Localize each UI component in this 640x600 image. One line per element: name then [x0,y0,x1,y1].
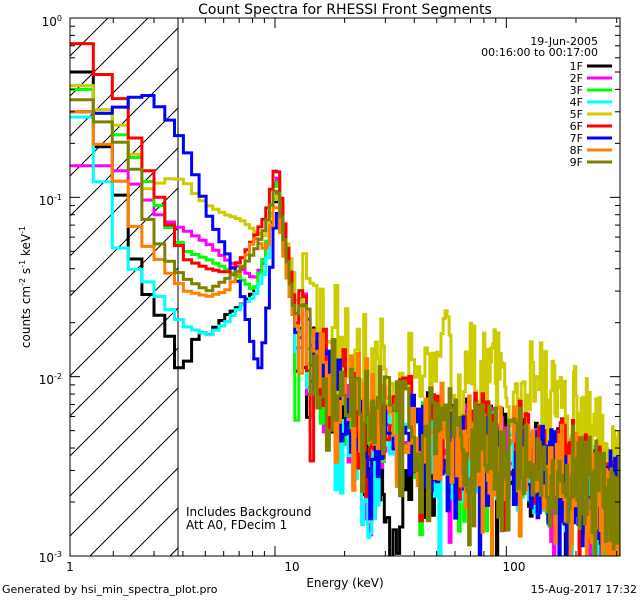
y-tick-label: 10-1 [39,193,62,208]
x-axis-label: Energy (keV) [306,576,383,590]
x-tick-label: 10 [284,560,299,574]
hatch-line [70,427,178,537]
legend-label: 7F [570,132,583,145]
observation-time-range: 00:16:00 to 00:17:00 [481,46,598,59]
footer-generated-by: Generated by hsi_min_spectra_plot.pro [2,583,218,596]
legend-label: 8F [570,144,583,157]
footer-timestamp: 15-Aug-2017 17:32 [530,583,637,596]
observation-date: 19-Jun-2005 [530,35,598,48]
chart-title: Count Spectra for RHESSI Front Segments [198,2,492,18]
y-tick-label: 10-2 [39,372,62,387]
legend-label: 1F [570,60,583,73]
legend-label: 6F [570,120,583,133]
legend-label: 3F [570,84,583,97]
series-group [70,42,620,556]
hatch-line [70,387,178,497]
x-tick-label: 1 [66,560,74,574]
legend-label: 2F [570,72,583,85]
axis-ticks [70,18,620,557]
hatch-line [70,27,178,137]
y-tick-label: 10-3 [39,550,62,565]
annotation-background: Includes Background [186,505,311,519]
y-tick-label: 100 [42,14,62,29]
y-axis-label: counts cm-2 s-1 keV-1 [18,226,33,348]
background-hatch-region [0,18,178,556]
annotation-attenuator: Att A0, FDecim 1 [186,518,287,532]
hatch-line [0,18,68,556]
legend-label: 9F [570,156,583,169]
x-tick-label: 100 [503,560,526,574]
series-line-9F [70,98,620,556]
legend-label: 4F [570,96,583,109]
hatch-line [70,267,178,377]
hatch-line [70,187,178,297]
x-tick-labels: 1 10 100 [66,560,525,574]
y-tick-labels: 100 10-1 10-2 10-3 [39,14,62,565]
hatch-line [70,67,178,177]
legend-label: 5F [570,108,583,121]
hatch-line [70,227,178,337]
